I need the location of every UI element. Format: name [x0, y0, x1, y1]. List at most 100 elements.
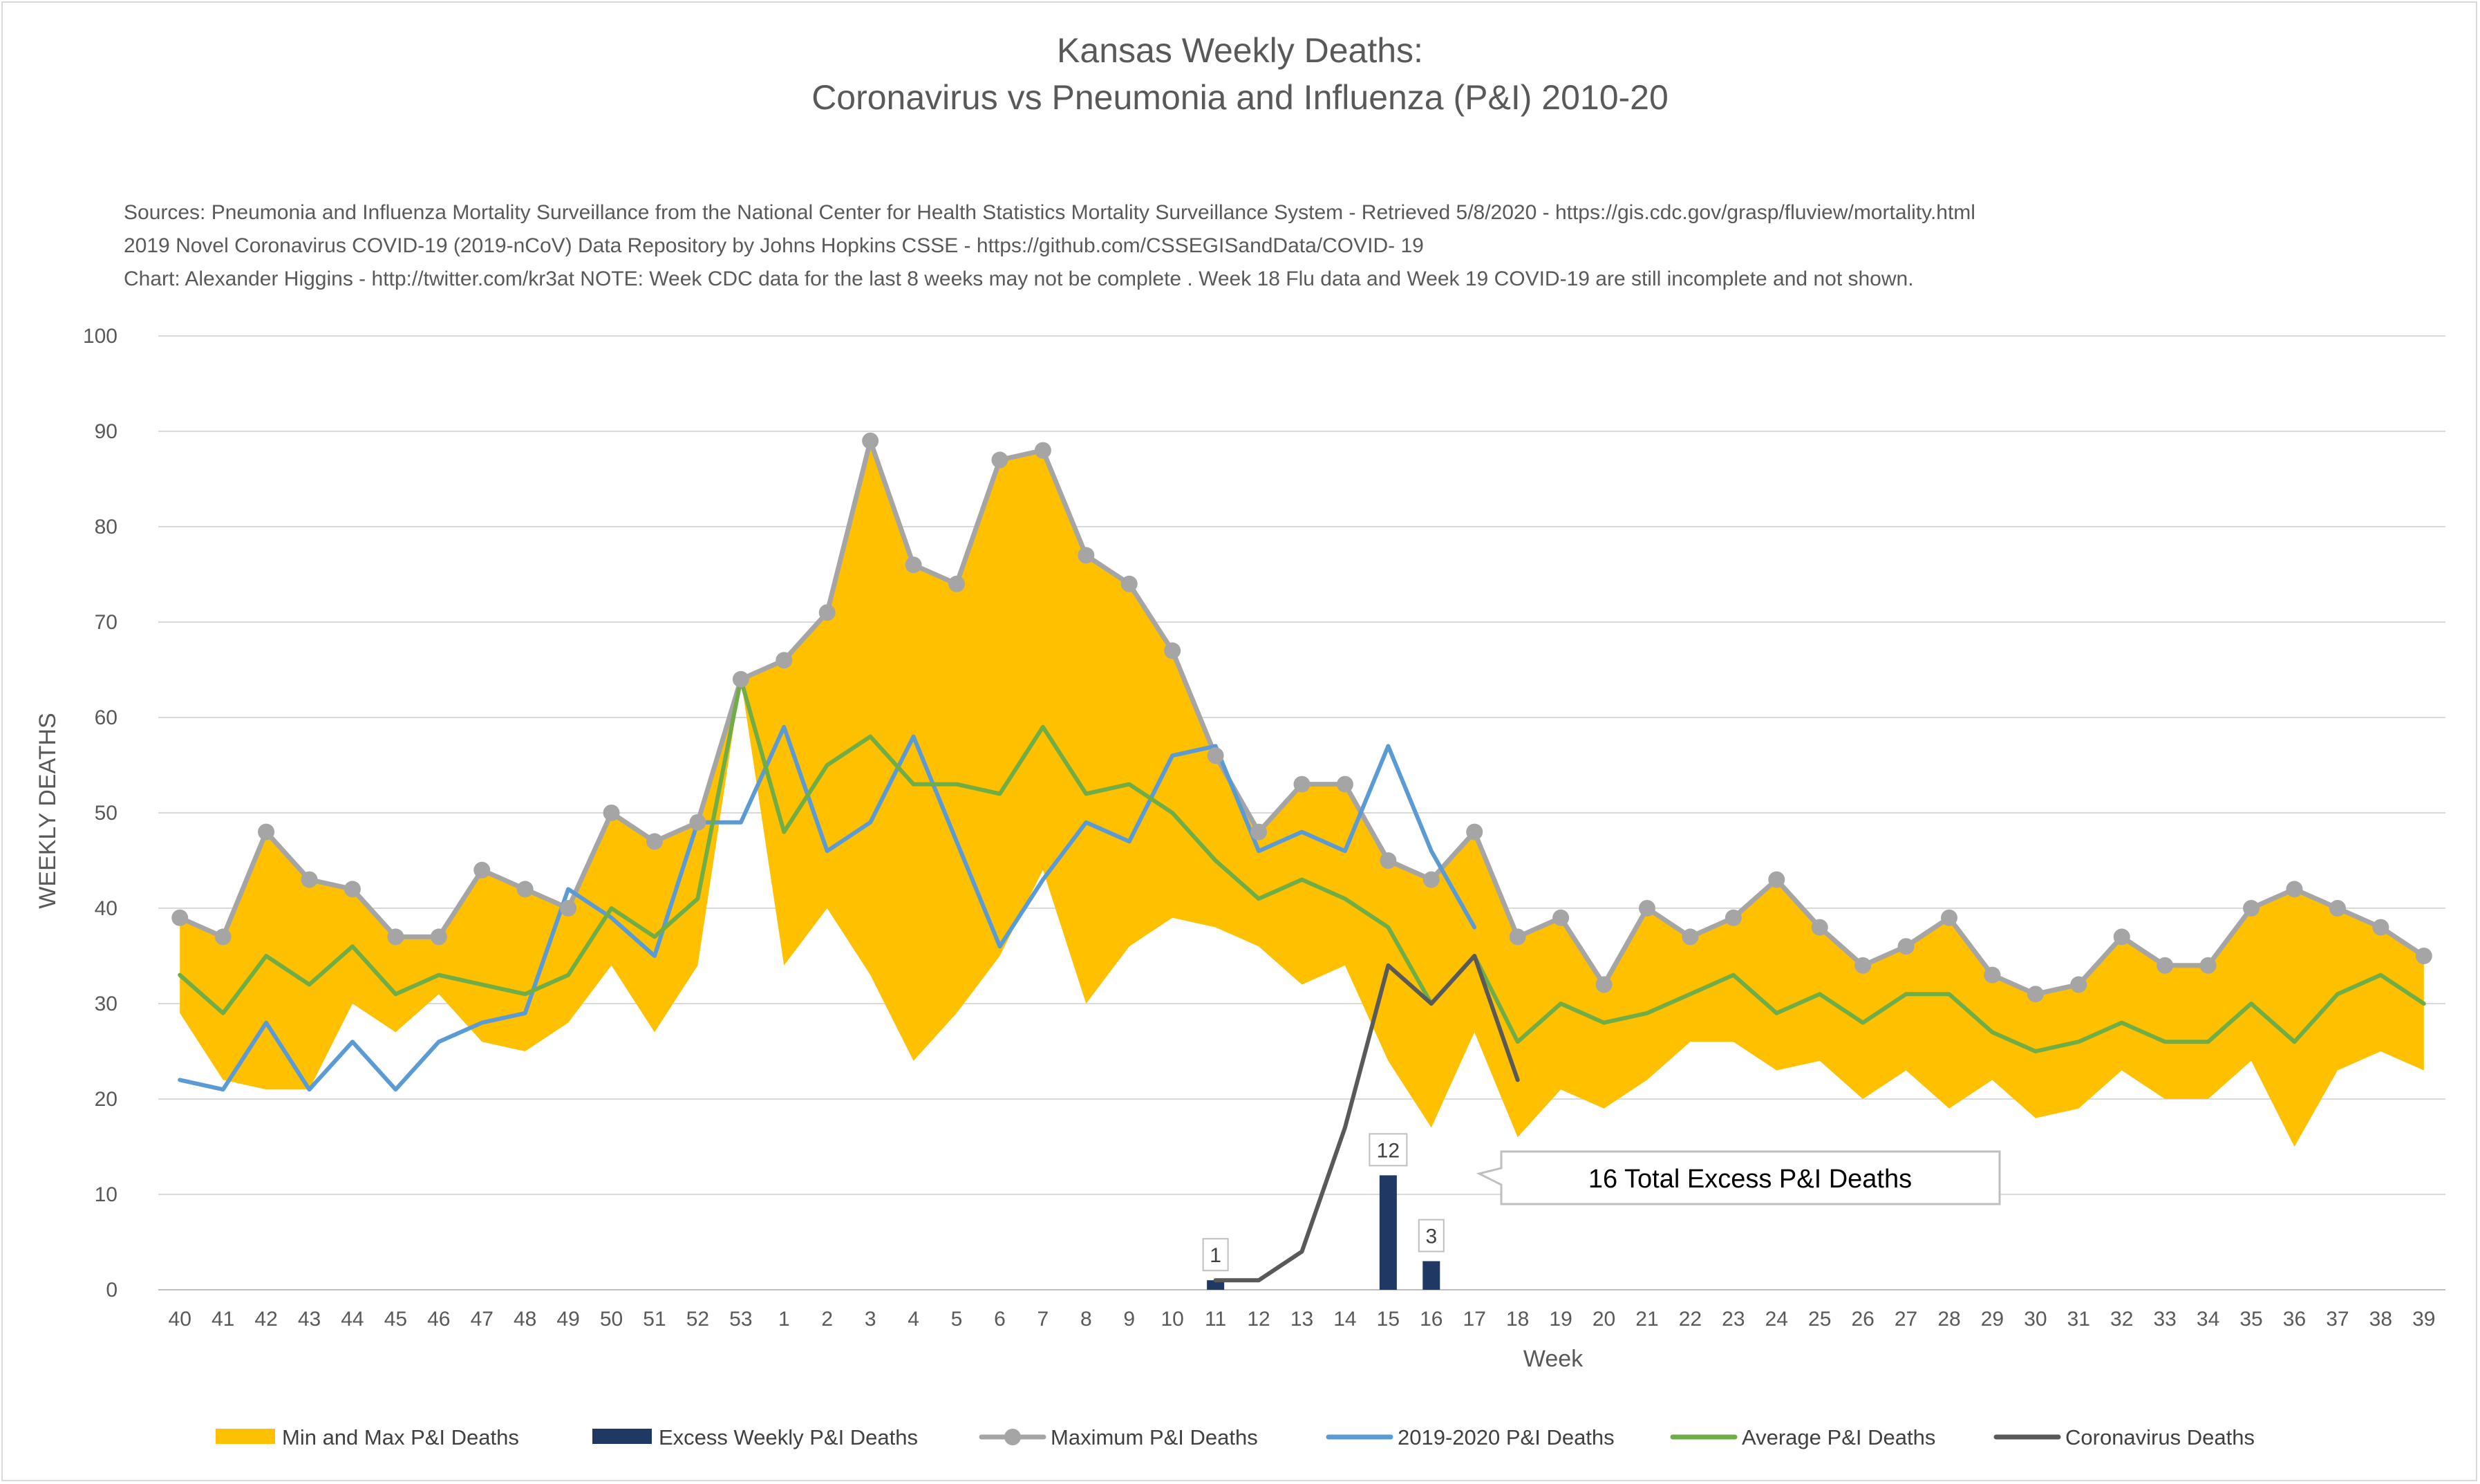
x-tick-label: 43: [298, 1308, 321, 1331]
legend-label: Coronavirus Deaths: [2065, 1425, 2255, 1449]
excess-bars: [1207, 1175, 1440, 1290]
maximum-point: [516, 881, 534, 898]
x-tick-label: 37: [2326, 1308, 2349, 1331]
legend-swatch: [592, 1429, 652, 1444]
x-tick-label: 3: [865, 1308, 876, 1331]
maximum-point: [732, 670, 749, 688]
maximum-point: [1250, 823, 1268, 840]
x-tick-label: 17: [1463, 1308, 1486, 1331]
legend-label: Maximum P&I Deaths: [1051, 1425, 1258, 1449]
x-tick-label: 13: [1290, 1308, 1313, 1331]
x-tick-label: 11: [1205, 1308, 1226, 1331]
x-tick-label: 8: [1080, 1308, 1092, 1331]
x-tick-label: 14: [1333, 1308, 1356, 1331]
maximum-point: [1164, 642, 1181, 659]
x-tick-label: 39: [2412, 1308, 2435, 1331]
x-tick-label: 5: [951, 1308, 963, 1331]
x-tick-label: 1: [778, 1308, 790, 1331]
maximum-point: [1941, 909, 1958, 926]
x-tick-label: 15: [1377, 1308, 1400, 1331]
x-tick-label: 26: [1851, 1308, 1874, 1331]
maximum-point: [2329, 900, 2346, 917]
maximum-point: [1595, 976, 1613, 993]
maximum-point: [560, 900, 577, 917]
average-line: [178, 677, 2426, 1053]
x-tick-label: 24: [1765, 1308, 1788, 1331]
x-tick-label: 49: [556, 1308, 579, 1331]
x-tick-label: 7: [1037, 1308, 1049, 1331]
maximum-point: [1380, 852, 1397, 869]
coronavirus-line: [1213, 954, 1520, 1283]
x-tick-label: 50: [600, 1308, 623, 1331]
maximum-point: [905, 556, 922, 574]
x-tick-label: 31: [2067, 1308, 2090, 1331]
y-tick-label: 40: [95, 897, 118, 920]
y-tick-label: 60: [95, 706, 118, 729]
data-label: 3: [1425, 1225, 1437, 1248]
maximum-point: [646, 833, 663, 850]
x-tick-label: 36: [2283, 1308, 2306, 1331]
maximum-point: [603, 805, 620, 821]
maximum-point: [1811, 919, 1828, 936]
y-tick-label: 50: [95, 802, 118, 825]
maximum-point: [991, 451, 1008, 469]
maximum-point: [1422, 871, 1440, 888]
legend: Min and Max P&I Deaths Excess Weekly P&I …: [216, 1425, 2255, 1449]
maximum-point: [1984, 966, 2001, 984]
current-season-line: [178, 724, 1477, 1092]
maximum-point: [473, 861, 491, 879]
y-tick-label: 90: [95, 420, 118, 443]
x-tick-label: 12: [1247, 1308, 1270, 1331]
maximum-point: [1034, 442, 1051, 459]
x-tick-label: 29: [1981, 1308, 2004, 1331]
data-labels: 1 12 3: [1202, 1133, 1445, 1272]
x-tick-label: 45: [384, 1308, 407, 1331]
band-area: [180, 440, 2424, 1147]
legend-label: Min and Max P&I Deaths: [282, 1425, 519, 1449]
chart-title-line-2: Coronavirus vs Pneumonia and Influenza (…: [811, 78, 1669, 117]
x-tick-label: 23: [1722, 1308, 1745, 1331]
x-tick-label: 25: [1808, 1308, 1831, 1331]
data-label-box: [1202, 1238, 1229, 1272]
x-tick-label: 18: [1506, 1308, 1529, 1331]
y-tick-label: 70: [95, 611, 118, 634]
x-tick-label: 47: [471, 1308, 494, 1331]
maximum-point: [1207, 747, 1224, 764]
maximum-point: [2199, 957, 2217, 974]
y-tick-label: 0: [106, 1279, 118, 1302]
callout-box: [1476, 1150, 2001, 1205]
maximum-point: [214, 928, 232, 946]
x-axis-title: Week: [1523, 1346, 1584, 1372]
x-tick-label: 20: [1593, 1308, 1615, 1331]
maximum-point: [258, 823, 275, 840]
chart-author-note: Chart: Alexander Higgins - http://twitte…: [124, 267, 1914, 290]
maximum-point: [1336, 776, 1353, 793]
maximum-point: [2243, 900, 2260, 917]
maximum-point: [689, 814, 706, 831]
x-tick-label: 9: [1123, 1308, 1135, 1331]
y-tick-label: 20: [95, 1088, 118, 1111]
legend-swatch: [216, 1429, 275, 1444]
min-max-band: [180, 440, 2424, 1147]
excess-bar: [1379, 1175, 1397, 1290]
x-tick-label: 30: [2024, 1308, 2047, 1331]
x-tick-label: 52: [686, 1308, 709, 1331]
data-label: 1: [1210, 1244, 1221, 1267]
legend-label: Average P&I Deaths: [1742, 1425, 1935, 1449]
maximum-point: [301, 871, 318, 888]
maximum-point: [171, 909, 189, 926]
excess-bar: [1207, 1280, 1225, 1290]
maximum-point: [1854, 957, 1872, 974]
maximum-point: [862, 432, 879, 449]
maximum-point: [1120, 575, 1138, 592]
maximum-point: [818, 604, 836, 621]
x-tick-label: 46: [427, 1308, 450, 1331]
x-tick-label: 48: [514, 1308, 536, 1331]
sources-note-1: Sources: Pneumonia and Influenza Mortali…: [124, 201, 1975, 224]
data-label-box: [1369, 1133, 1408, 1167]
x-tick-label: 32: [2110, 1308, 2133, 1331]
maximum-point: [344, 881, 361, 898]
legend-marker: [1004, 1429, 1021, 1445]
x-tick-label: 42: [254, 1308, 277, 1331]
